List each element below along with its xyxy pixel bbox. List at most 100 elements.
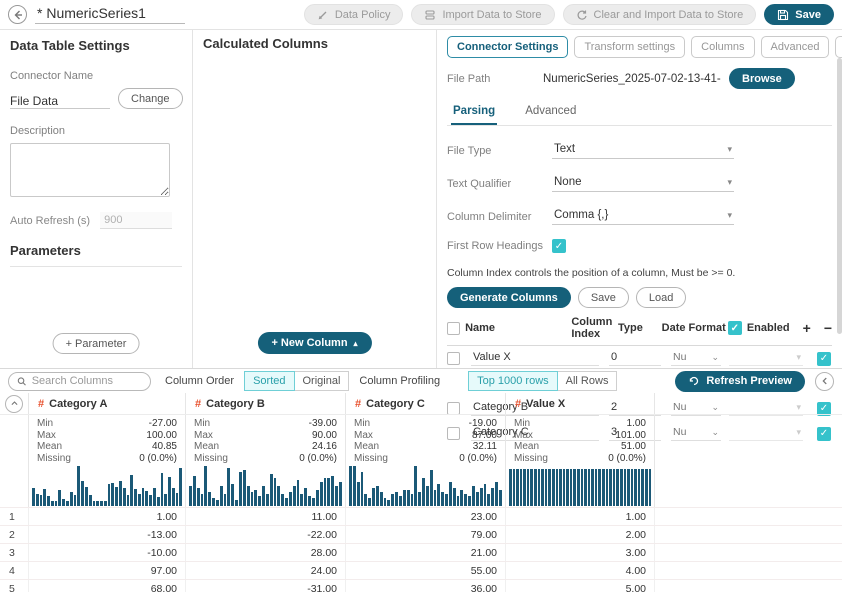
- enabled-checkbox[interactable]: ✓: [817, 426, 831, 441]
- enabled-all-checkbox[interactable]: ✓: [727, 321, 742, 335]
- type-select[interactable]: Nu⌄: [671, 401, 721, 416]
- date-format-header: Date Format: [661, 322, 726, 334]
- save-columns-button[interactable]: Save: [577, 287, 629, 308]
- data-policy-label: Data Policy: [334, 8, 391, 21]
- table-row: Category B 2 Nu ⌄ ▾ ✓: [447, 396, 832, 421]
- name-header: Name: [465, 322, 496, 334]
- type-select[interactable]: Nu⌄: [671, 426, 721, 441]
- top-1000-rows-button[interactable]: Top 1000 rows: [468, 371, 558, 391]
- chevron-down-icon: ▾: [727, 143, 732, 154]
- preview-col-header[interactable]: # Value X: [505, 393, 655, 414]
- chevron-down-icon: ⌄: [711, 401, 719, 412]
- import-data-to-store-button[interactable]: Import Data to Store: [411, 4, 555, 25]
- cell: 4.00: [505, 562, 655, 579]
- column-name-input[interactable]: Category C: [471, 426, 599, 441]
- cell: 68.00: [28, 580, 185, 592]
- add-column-row-button[interactable]: +: [802, 320, 811, 336]
- tab-debug[interactable]: Debug: [835, 36, 842, 58]
- save-button[interactable]: Save: [764, 4, 834, 25]
- data-preview-table: # Category A # Category B # Category C # Val…: [0, 393, 842, 592]
- numeric-type-icon: #: [195, 397, 202, 410]
- cell: 79.00: [345, 526, 505, 543]
- column-index-header: Column Index: [571, 316, 613, 340]
- connector-name-input[interactable]: [10, 94, 110, 109]
- chevron-left-icon: [821, 377, 827, 385]
- chevron-down-icon: ⌄: [711, 426, 719, 437]
- collapse-panel-button[interactable]: [815, 371, 834, 391]
- order-original-button[interactable]: Original: [294, 371, 350, 391]
- enabled-checkbox[interactable]: ✓: [817, 351, 831, 366]
- description-textarea[interactable]: [10, 143, 170, 197]
- cell: 2.00: [505, 526, 655, 543]
- preview-col-header[interactable]: # Category A: [28, 393, 185, 414]
- column-index-input[interactable]: 2: [609, 401, 661, 416]
- column-delimiter-value: Comma {,}: [554, 209, 609, 221]
- tab-columns[interactable]: Columns: [691, 36, 755, 58]
- subtab-parsing[interactable]: Parsing: [451, 101, 498, 125]
- row-select-checkbox[interactable]: [447, 427, 460, 440]
- cell: 24.00: [185, 562, 345, 579]
- preview-col-header[interactable]: # Category B: [185, 393, 345, 414]
- row-number: 1: [9, 510, 15, 523]
- preview-col-header[interactable]: # Category C: [345, 393, 505, 414]
- search-columns-input[interactable]: [31, 375, 142, 387]
- text-qualifier-select[interactable]: None ▾: [552, 175, 734, 192]
- type-select[interactable]: Nu⌄: [671, 351, 721, 366]
- file-type-select[interactable]: Text ▾: [552, 142, 734, 159]
- column-order-label: Column Order: [165, 375, 235, 387]
- page-title[interactable]: * NumericSeries1: [35, 5, 185, 24]
- arrow-left-icon: [14, 10, 22, 19]
- settings-scrollbar[interactable]: [837, 58, 842, 358]
- column-name-input[interactable]: Value X: [471, 351, 599, 366]
- tab-transform-settings[interactable]: Transform settings: [574, 36, 686, 58]
- file-type-label: File Type: [447, 144, 492, 157]
- load-columns-button[interactable]: Load: [635, 287, 687, 308]
- column-index-hint: Column Index controls the position of a …: [447, 267, 736, 279]
- cell: 23.00: [345, 508, 505, 525]
- row-select-checkbox[interactable]: [447, 352, 460, 365]
- column-delimiter-select[interactable]: Comma {,} ▾: [552, 208, 734, 225]
- new-column-button[interactable]: + New Column ▴: [257, 332, 372, 354]
- save-icon: [778, 9, 789, 20]
- new-column-label: + New Column: [271, 337, 348, 349]
- cell: 1.00: [505, 508, 655, 525]
- tab-advanced[interactable]: Advanced: [760, 36, 830, 58]
- column-index-input[interactable]: 0: [609, 351, 661, 366]
- collapse-stats-button[interactable]: [5, 394, 23, 413]
- save-label: Save: [795, 8, 821, 21]
- data-policy-button[interactable]: Data Policy: [303, 4, 404, 25]
- chevron-up-icon: [10, 401, 18, 406]
- first-row-headings-checkbox[interactable]: ✓: [552, 239, 566, 253]
- preview-data-rows: 1 1.00 11.00 23.00 1.00 2 -13.00 -22.00 …: [0, 507, 842, 592]
- table-row: Value X 0 Nu ⌄ ▾ ✓: [447, 346, 832, 371]
- change-connector-button[interactable]: Change: [118, 88, 183, 109]
- column-name-input[interactable]: Category B: [471, 401, 599, 416]
- refresh-preview-button[interactable]: Refresh Preview: [675, 370, 805, 392]
- all-rows-button[interactable]: All Rows: [557, 371, 618, 391]
- import-data-label: Import Data to Store: [442, 8, 542, 21]
- generate-columns-button[interactable]: Generate Columns: [447, 287, 571, 308]
- subtab-advanced[interactable]: Advanced: [525, 105, 577, 117]
- type-header: Type: [618, 322, 643, 334]
- order-sorted-button[interactable]: Sorted: [244, 371, 295, 391]
- back-button[interactable]: [8, 5, 27, 24]
- clear-and-import-button[interactable]: Clear and Import Data to Store: [562, 4, 757, 25]
- search-columns-box[interactable]: [8, 371, 151, 391]
- histogram: [186, 466, 345, 507]
- histogram: [346, 466, 505, 507]
- browse-button[interactable]: Browse: [729, 68, 795, 89]
- tab-connector-settings[interactable]: Connector Settings: [447, 36, 569, 58]
- select-all-checkbox[interactable]: [447, 321, 460, 335]
- date-format-select: ▾: [729, 352, 803, 366]
- refresh-icon: [690, 376, 699, 386]
- description-label: Description: [10, 125, 66, 137]
- row-number: 4: [9, 564, 15, 577]
- column-index-input[interactable]: 3: [609, 426, 661, 441]
- file-type-value: Text: [554, 143, 576, 155]
- remove-column-row-button[interactable]: −: [823, 320, 833, 336]
- enabled-checkbox[interactable]: ✓: [817, 401, 831, 416]
- chevron-down-icon: ▾: [727, 209, 732, 220]
- first-row-headings-label: First Row Headings: [447, 240, 543, 252]
- add-parameter-button[interactable]: + Parameter: [52, 333, 140, 354]
